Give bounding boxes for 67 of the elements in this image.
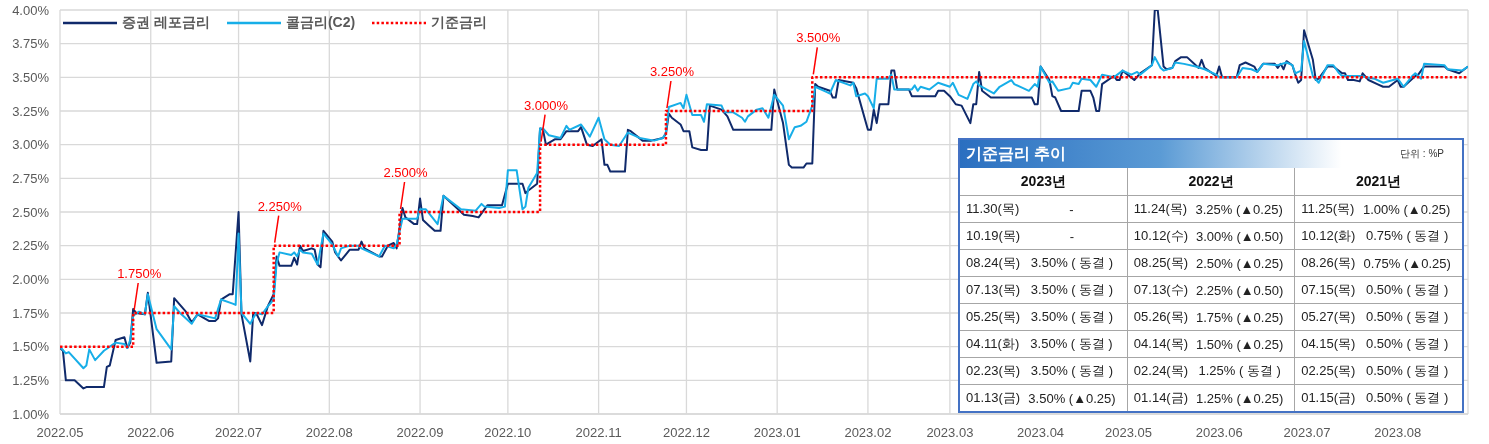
x-tick-label: 2023.02 xyxy=(844,425,892,441)
text: 기준금리 추이 xyxy=(965,143,1067,164)
legend-label: 증권 레포금리 xyxy=(122,14,210,32)
category-label: 2021년 xyxy=(1294,168,1462,196)
x-tick-label: 2022.10 xyxy=(484,425,532,441)
x-tick-label: 2022.08 xyxy=(305,425,353,441)
annotation: 3.000% xyxy=(524,97,569,113)
y-tick-label: 2.00% xyxy=(12,271,50,287)
x-tick-label: 2023.08 xyxy=(1374,425,1422,441)
legend-label: 기준금리 xyxy=(431,14,488,32)
annotation: 11.24(목) 3.25% (▲0.25) xyxy=(1133,200,1284,218)
text: 11.30(목) - xyxy=(966,201,1074,217)
annotation: 04.11(화) 3.50% ( 동결 ) xyxy=(966,335,1114,353)
annotation: 05.26(목) 1.75% (▲0.25) xyxy=(1133,308,1285,326)
annotation: 08.24(목) 3.50% ( 동결 ) xyxy=(966,254,1115,272)
annotation: 01.15(금) 0.50% ( 동결 ) xyxy=(1301,389,1450,407)
annotation: 07.13(수) 2.25% (▲0.50) xyxy=(1133,281,1285,299)
x-tick-label: 2023.01 xyxy=(753,425,801,441)
y-tick-label: 1.75% xyxy=(12,305,50,321)
y-tick-label: 1.50% xyxy=(12,339,50,355)
y-tick-label: 3.00% xyxy=(12,137,50,153)
annotation: 08.26(목) 0.75% (▲0.25) xyxy=(1301,254,1452,272)
y-tick-label: 3.50% xyxy=(12,69,50,85)
x-tick-label: 2023.04 xyxy=(1017,425,1065,441)
annotation: 02.23(목) 3.50% ( 동결 ) xyxy=(966,362,1115,380)
y-tick-label: 2.50% xyxy=(12,204,50,220)
y-tick-label: 3.25% xyxy=(12,103,50,119)
annotation: 11.25(목) 1.00% (▲0.25) xyxy=(1301,200,1452,218)
annotation: 08.25(목) 2.50% (▲0.25) xyxy=(1133,254,1285,272)
category-label: 2022년 xyxy=(1127,168,1295,196)
annotation: 3.500% xyxy=(796,30,841,46)
annotation: 10.12(수) 3.00% (▲0.50) xyxy=(1133,227,1285,245)
annotation: 1.750% xyxy=(117,266,162,281)
y-tick-label: 2.25% xyxy=(12,238,50,254)
text: 10.19(목) - xyxy=(966,228,1075,244)
annotation: 04.14(목) 1.50% (▲0.25) xyxy=(1133,335,1285,353)
x-tick-label: 2022.07 xyxy=(215,425,263,441)
y-tick-label: 1.00% xyxy=(12,406,50,422)
annotation: 07.13(목) 3.50% ( 동결 ) xyxy=(966,281,1115,299)
annotation: 02.25(목) 0.50% ( 동결 ) xyxy=(1301,362,1450,380)
x-tick-label: 2022.12 xyxy=(662,425,710,441)
category-label: 2023년 xyxy=(960,168,1128,196)
annotation: 10.12(화) 0.75% ( 동결 ) xyxy=(1301,227,1450,245)
x-tick-label: 2023.07 xyxy=(1283,425,1331,441)
y-tick-label: 1.25% xyxy=(12,372,50,388)
x-tick-label: 2023.03 xyxy=(926,425,974,441)
x-tick-label: 2023.06 xyxy=(1195,425,1243,441)
x-tick-label: 2022.06 xyxy=(127,425,175,441)
annotation: 01.13(금) 3.50% (▲0.25) xyxy=(966,389,1117,407)
y-tick-label: 3.75% xyxy=(12,36,50,52)
annotation: 02.24(목) 1.25% ( 동결 ) xyxy=(1133,362,1282,380)
x-tick-label: 2022.05 xyxy=(36,425,84,441)
annotation: 05.25(목) 3.50% ( 동결 ) xyxy=(966,308,1115,326)
annotation: 2.500% xyxy=(383,165,429,180)
y-tick-label: 4.00% xyxy=(12,2,50,18)
x-tick-label: 2022.09 xyxy=(396,425,444,441)
x-tick-label: 2023.05 xyxy=(1104,425,1152,441)
text: 단위 : %P xyxy=(1400,147,1445,161)
x-tick-label: 2022.11 xyxy=(575,425,622,441)
annotation: 04.15(목) 0.50% ( 동결 ) xyxy=(1301,335,1450,353)
annotation: 01.14(금) 1.25% (▲0.25) xyxy=(1133,389,1285,407)
annotation: 07.15(목) 0.50% ( 동결 ) xyxy=(1301,281,1450,299)
y-tick-label: 2.75% xyxy=(12,170,50,186)
annotation: 05.27(목) 0.50% ( 동결 ) xyxy=(1301,308,1450,326)
legend-label: 콜금리(C2) xyxy=(285,14,356,32)
annotation: 3.250% xyxy=(649,64,695,79)
annotation: 2.250% xyxy=(257,198,303,214)
